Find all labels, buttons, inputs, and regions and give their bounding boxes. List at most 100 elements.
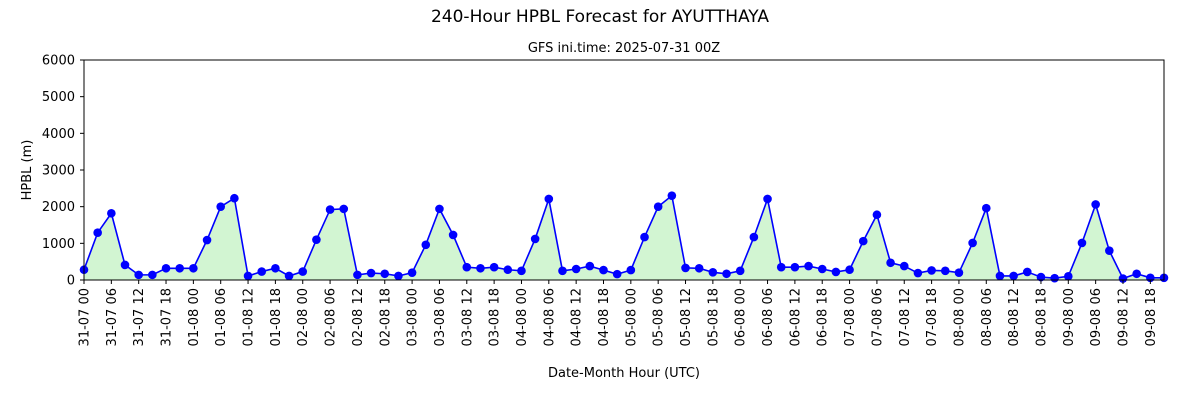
- x-tick-label: 02-08 18: [378, 288, 393, 346]
- marker-layer: [79, 191, 1169, 283]
- x-tick-label: 02-08 00: [296, 288, 311, 346]
- y-tick-label: 5000: [42, 90, 75, 105]
- x-tick-label: 03-08 06: [433, 288, 448, 346]
- data-point: [708, 268, 718, 277]
- chart-suptitle: 240-Hour HPBL Forecast for AYUTTHAYA: [431, 7, 769, 27]
- x-tick-label: 08-08 18: [1034, 288, 1049, 346]
- x-tick-label: 04-08 06: [542, 288, 557, 346]
- data-point: [216, 202, 226, 211]
- data-point: [148, 270, 157, 280]
- data-point: [257, 267, 267, 276]
- data-point: [120, 260, 130, 270]
- data-point: [1036, 272, 1046, 282]
- x-tick-label: 04-08 00: [515, 288, 530, 346]
- data-point: [284, 271, 294, 281]
- data-point: [1022, 267, 1032, 277]
- data-point: [763, 194, 772, 204]
- data-point: [899, 261, 909, 271]
- data-point: [476, 263, 485, 273]
- x-tick-label: 06-08 18: [816, 288, 831, 346]
- data-point: [886, 258, 895, 268]
- chart-subtitle: GFS ini.time: 2025-07-31 00Z: [528, 41, 720, 56]
- data-point: [571, 264, 581, 274]
- data-point: [681, 263, 690, 273]
- data-point: [940, 266, 950, 276]
- x-tick-label: 06-08 06: [761, 288, 776, 346]
- y-tick-label: 4000: [42, 127, 75, 142]
- y-tick-label: 1000: [42, 237, 75, 252]
- data-point: [1077, 238, 1087, 248]
- x-tick-label: 05-08 06: [652, 288, 667, 346]
- x-tick-label: 05-08 00: [624, 288, 639, 346]
- data-point: [298, 267, 308, 276]
- y-tick-label: 0: [67, 274, 75, 289]
- data-point: [271, 263, 280, 273]
- x-tick-label: 08-08 06: [980, 288, 995, 346]
- data-point: [694, 263, 704, 273]
- data-point: [380, 269, 390, 279]
- data-point: [517, 266, 526, 276]
- x-tick-label: 07-08 12: [898, 288, 913, 346]
- x-tick-label: 07-08 00: [843, 288, 858, 346]
- data-point: [1118, 274, 1128, 283]
- x-tick-label: 07-08 18: [925, 288, 940, 346]
- x-tick-label: 02-08 12: [351, 288, 366, 346]
- data-point: [1050, 273, 1059, 283]
- data-point: [927, 266, 936, 275]
- x-tick-label: 02-08 06: [324, 288, 339, 346]
- data-point: [489, 262, 499, 272]
- data-point: [107, 208, 116, 218]
- data-point: [407, 268, 417, 277]
- data-point: [1064, 272, 1073, 281]
- data-point: [845, 265, 854, 275]
- x-axis-label: Date-Month Hour (UTC): [548, 366, 700, 381]
- x-tick-label: 08-08 12: [1007, 288, 1022, 346]
- data-point: [558, 266, 567, 276]
- data-point: [1091, 200, 1100, 209]
- x-tick-label: 06-08 00: [734, 288, 749, 346]
- data-point: [804, 261, 813, 271]
- data-point: [776, 262, 786, 272]
- data-point: [735, 266, 745, 276]
- data-point: [913, 268, 923, 278]
- data-point: [1009, 271, 1018, 281]
- data-point: [954, 268, 964, 277]
- x-tick-label: 01-08 12: [242, 288, 257, 346]
- x-tick-label: 03-08 18: [488, 288, 503, 346]
- x-tick-label: 04-08 12: [570, 288, 585, 346]
- data-point: [421, 240, 431, 250]
- x-tick-label: 09-08 06: [1089, 288, 1104, 346]
- data-point: [981, 203, 991, 213]
- x-axis: 31-07 00 31-07 06 31-07 12 31-07 18 01-08 00…: [78, 280, 1159, 346]
- data-point: [325, 205, 335, 214]
- x-tick-label: 31-07 00: [78, 288, 93, 346]
- data-point: [995, 271, 1005, 281]
- x-tick-label: 09-08 12: [1116, 288, 1131, 346]
- x-tick-label: 31-07 18: [160, 288, 175, 346]
- data-point: [243, 271, 253, 281]
- x-tick-label: 08-08 00: [952, 288, 967, 346]
- data-point: [612, 269, 622, 279]
- x-tick-label: 31-07 12: [132, 288, 147, 346]
- data-point: [339, 204, 349, 214]
- data-point: [599, 265, 608, 275]
- data-point: [175, 263, 184, 273]
- data-point: [448, 230, 458, 240]
- y-axis: 0 1000 2000 3000 4000 5000 6000: [42, 54, 84, 289]
- y-axis-label: HPBL (m): [20, 140, 35, 201]
- data-point: [872, 210, 882, 220]
- x-tick-label: 01-08 06: [214, 288, 229, 346]
- data-point: [1132, 269, 1141, 279]
- data-point: [462, 262, 472, 272]
- x-tick-label: 31-07 06: [105, 288, 120, 346]
- y-tick-label: 3000: [42, 164, 75, 179]
- y-tick-label: 6000: [42, 54, 75, 69]
- data-point: [640, 232, 649, 242]
- data-point: [353, 270, 362, 280]
- data-point: [394, 271, 403, 281]
- data-point: [202, 235, 212, 245]
- x-tick-label: 05-08 12: [679, 288, 694, 346]
- data-point: [366, 268, 376, 278]
